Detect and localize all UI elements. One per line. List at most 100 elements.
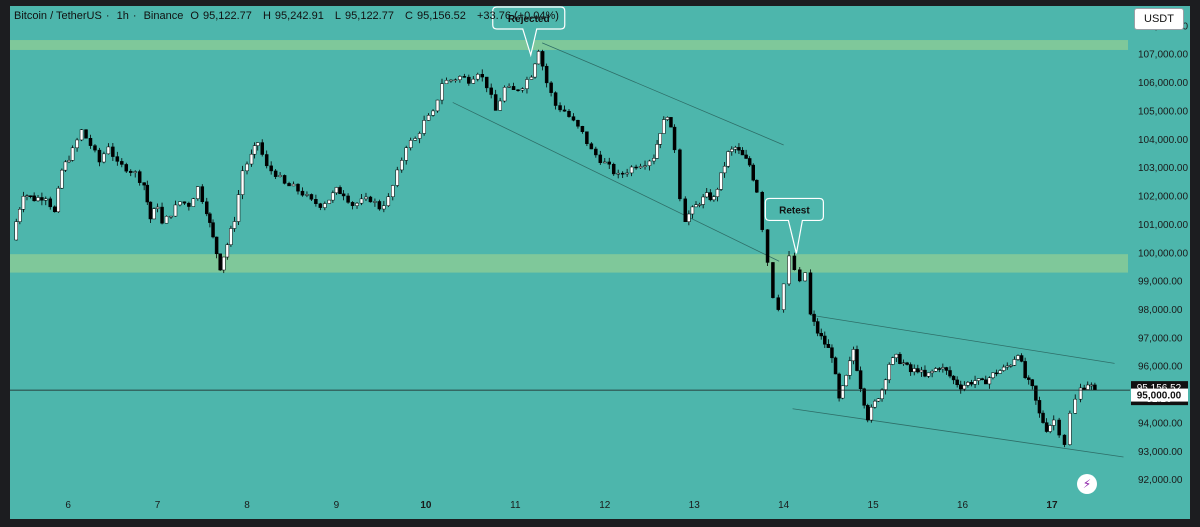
channel-line-1[interactable]	[452, 102, 780, 262]
candle-body	[687, 213, 691, 222]
callout-text: Retest	[779, 205, 810, 216]
candle-body	[1019, 355, 1024, 362]
candle	[93, 143, 97, 153]
candle-body	[722, 165, 727, 174]
candle-body	[562, 109, 567, 112]
candle	[222, 256, 226, 274]
candle	[916, 364, 920, 374]
candle	[1026, 375, 1031, 385]
candle	[926, 372, 931, 379]
candle-body	[426, 115, 431, 121]
candle-body	[435, 99, 440, 112]
candle-body	[891, 357, 895, 365]
channel-line-2[interactable]	[810, 314, 1115, 364]
candle	[245, 161, 249, 175]
candle-body	[282, 175, 287, 184]
candle-body	[771, 262, 775, 298]
candle	[815, 318, 820, 337]
candle	[111, 143, 115, 161]
candle-body	[1016, 355, 1020, 360]
candles-layer	[14, 49, 1097, 448]
symbol-name[interactable]: Bitcoin / TetherUS	[14, 10, 102, 22]
candle-body	[359, 198, 364, 204]
candle	[647, 159, 652, 171]
candle-body	[908, 364, 913, 373]
candle-body	[923, 369, 927, 377]
candle	[44, 196, 48, 206]
candle-body	[408, 140, 413, 149]
candle-body	[629, 166, 634, 174]
candle-body	[792, 255, 797, 271]
candle-body	[40, 197, 44, 201]
candle	[225, 242, 230, 260]
candle-body	[142, 182, 146, 186]
candle-body	[969, 382, 974, 385]
candle	[562, 105, 567, 112]
candle-body	[737, 147, 741, 151]
channel-line-3[interactable]	[792, 408, 1124, 458]
candle-body	[115, 156, 120, 162]
candle	[63, 160, 68, 172]
candle-body	[462, 76, 467, 78]
lightning-icon[interactable]: ⚡	[1077, 474, 1097, 494]
candle	[309, 193, 314, 202]
candle-body	[133, 171, 137, 173]
candle	[994, 369, 999, 377]
candle-body	[160, 206, 164, 224]
candle	[25, 194, 29, 201]
candle-body	[229, 228, 233, 245]
candle	[662, 116, 666, 134]
x-tick-label: 15	[868, 500, 880, 511]
candle	[173, 200, 178, 217]
candle	[128, 169, 133, 177]
candle-body	[672, 126, 677, 151]
candle	[205, 197, 209, 217]
candle-body	[1048, 425, 1052, 432]
candle-body	[1037, 400, 1042, 414]
candle-body	[1078, 387, 1083, 400]
candle-body	[498, 100, 502, 111]
candle	[368, 195, 373, 203]
candle-body	[225, 244, 230, 258]
candle	[690, 205, 695, 219]
candle-body	[880, 389, 884, 400]
candle-body	[471, 78, 476, 84]
candle-body	[1023, 361, 1027, 378]
candle-body	[240, 170, 245, 195]
candle-body	[912, 368, 916, 373]
callout-retest[interactable]: Retest	[764, 197, 824, 254]
candle-body	[781, 283, 786, 310]
candle	[67, 155, 71, 164]
candle	[1082, 384, 1086, 391]
candle-body	[948, 370, 952, 377]
y-tick-label: 93,000.00	[1138, 447, 1183, 458]
candle	[901, 359, 906, 366]
candle	[607, 157, 611, 169]
candle-body	[905, 362, 909, 365]
currency-button[interactable]: USDT	[1134, 8, 1184, 30]
candle	[14, 218, 19, 241]
channel-line-0[interactable]	[542, 42, 784, 146]
candle-body	[751, 164, 755, 181]
candle	[196, 186, 200, 201]
candle-body	[382, 205, 386, 210]
candle	[84, 129, 88, 139]
interval-label[interactable]: 1h	[116, 10, 129, 22]
candle	[467, 74, 471, 86]
candle	[908, 362, 913, 376]
candle	[549, 81, 553, 97]
candle-body	[553, 92, 558, 106]
candle	[182, 201, 187, 206]
candle-body	[1005, 365, 1010, 368]
callout-rejected[interactable]: Rejected	[492, 6, 566, 58]
x-axis[interactable]: 6 7 8 9 10 11 12 13 14 15 16 17	[10, 493, 1180, 519]
candle-body	[549, 82, 553, 93]
candle	[1009, 364, 1013, 368]
candle	[553, 91, 558, 110]
candle	[278, 172, 282, 178]
candle	[502, 85, 507, 103]
candle-body	[484, 76, 489, 89]
price-line-layer: 95,156.5252:1695,000.00	[10, 381, 1188, 406]
ohlc-open: O 95,122.77	[190, 10, 252, 22]
